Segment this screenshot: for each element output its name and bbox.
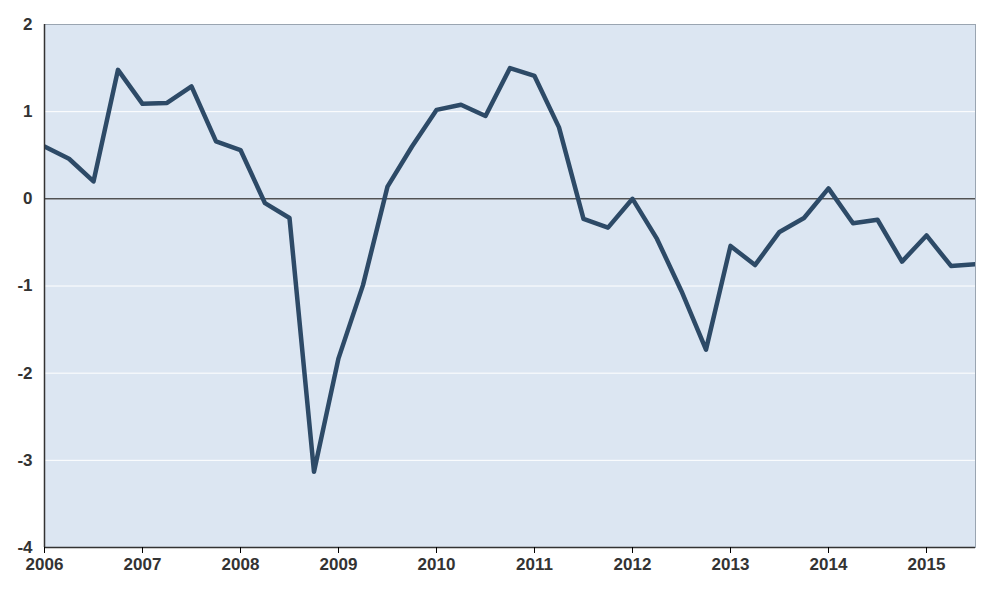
svg-text:2008: 2008 bbox=[222, 555, 260, 574]
svg-text:2013: 2013 bbox=[712, 555, 750, 574]
svg-text:0: 0 bbox=[23, 189, 32, 208]
svg-text:2: 2 bbox=[23, 15, 32, 34]
svg-text:2015: 2015 bbox=[908, 555, 946, 574]
svg-text:2014: 2014 bbox=[810, 555, 848, 574]
svg-text:2006: 2006 bbox=[26, 555, 64, 574]
svg-text:-3: -3 bbox=[17, 451, 32, 470]
svg-text:-4: -4 bbox=[17, 538, 33, 557]
svg-text:2010: 2010 bbox=[418, 555, 456, 574]
svg-text:-1: -1 bbox=[17, 276, 32, 295]
svg-text:2011: 2011 bbox=[516, 555, 553, 574]
svg-text:2007: 2007 bbox=[124, 555, 162, 574]
svg-text:1: 1 bbox=[23, 102, 32, 121]
svg-text:2012: 2012 bbox=[614, 555, 652, 574]
svg-text:-2: -2 bbox=[17, 364, 32, 383]
svg-text:2009: 2009 bbox=[320, 555, 358, 574]
